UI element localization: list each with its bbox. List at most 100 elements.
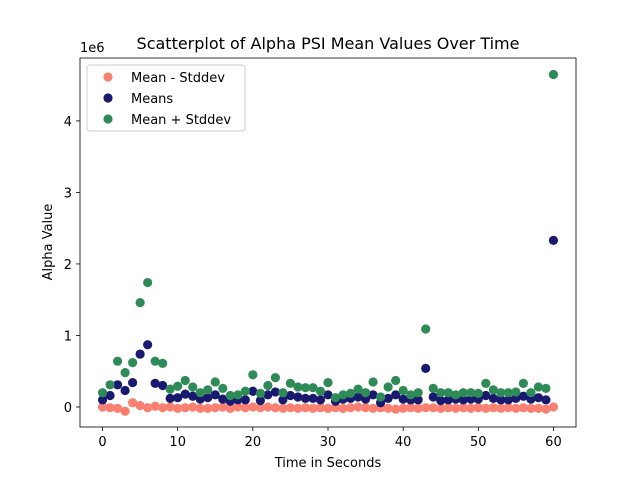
scatter-point	[436, 395, 446, 406]
scatter-point	[195, 388, 205, 398]
scatter-point	[488, 393, 498, 403]
series-0	[97, 398, 559, 416]
legend-box	[86, 64, 246, 132]
scatter-point	[255, 388, 265, 398]
scatter-point	[428, 403, 438, 413]
scatter-point	[248, 402, 258, 412]
scatter-point	[158, 380, 168, 391]
scatter-point	[112, 356, 123, 366]
scatter-point	[451, 390, 461, 400]
scatter-point	[368, 377, 378, 387]
x-axis-label: Time in Seconds	[274, 456, 382, 471]
scatter-point	[458, 388, 468, 398]
y-tick-label: 4	[64, 115, 72, 130]
scatter-point	[428, 383, 438, 393]
scatter-point	[533, 382, 544, 392]
scatter-point	[488, 385, 498, 395]
scatter-point	[173, 381, 183, 391]
scatter-point	[293, 392, 303, 402]
scatter-point	[300, 393, 311, 403]
scatter-point	[496, 395, 506, 405]
scatter-point	[368, 390, 378, 400]
scatter-point	[421, 363, 431, 373]
scatter-point	[173, 393, 183, 403]
scatter-point	[143, 277, 153, 288]
scatter-point	[315, 386, 326, 396]
scatter-point	[143, 340, 153, 350]
scatter-point	[526, 388, 536, 398]
scatter-point	[353, 392, 363, 402]
scatter-point	[255, 395, 265, 406]
legend-marker	[103, 114, 113, 124]
y-axis-offset-label: 1e6	[80, 41, 105, 56]
scatter-point	[466, 394, 476, 404]
scatter-point	[248, 386, 258, 396]
scatter-point	[421, 403, 431, 413]
scatter-point	[330, 393, 341, 403]
legend-marker	[103, 93, 113, 103]
scatter-point	[533, 393, 544, 403]
scatter-point	[338, 403, 348, 414]
scatter-point	[548, 402, 559, 412]
scatter-point	[391, 390, 401, 400]
scatter-point	[105, 403, 115, 413]
scatter-point	[225, 390, 235, 401]
scatter-point	[345, 403, 356, 413]
scatter-point	[203, 385, 213, 395]
scatter-point	[353, 384, 363, 394]
x-tick-label: 40	[395, 435, 412, 450]
scatter-point	[518, 403, 528, 413]
scatter-point	[488, 403, 498, 413]
y-axis-label: Alpha Value	[41, 204, 56, 281]
scatter-point	[105, 390, 115, 401]
scatter-point	[203, 393, 213, 403]
scatter-point	[143, 403, 153, 413]
scatter-point	[548, 69, 559, 80]
scatter-point	[458, 403, 468, 413]
x-tick-label: 10	[169, 435, 186, 450]
x-tick-label: 60	[545, 435, 562, 450]
legend: Mean - Stddev Means Mean + Stddev	[86, 64, 246, 132]
scatter-point	[413, 403, 423, 414]
scatter-point	[128, 378, 138, 388]
legend-label: Mean - Stddev	[131, 71, 225, 86]
scatter-point	[203, 403, 213, 414]
scatter-point	[255, 403, 265, 413]
scatter-point	[210, 403, 220, 413]
scatter-point	[376, 392, 386, 402]
scatter-point	[323, 378, 333, 388]
scatter-point	[315, 395, 326, 405]
scatter-point	[233, 402, 243, 412]
scatter-point	[406, 403, 416, 413]
scatter-point	[443, 403, 453, 413]
legend-item: Means	[103, 92, 173, 107]
scatter-point	[308, 403, 318, 414]
scatter-point	[218, 394, 228, 404]
scatter-point	[97, 388, 108, 398]
scatter-point	[518, 378, 528, 388]
x-axis-ticks: 0 10 20 30 40 50 60	[98, 427, 562, 450]
scatter-point	[120, 368, 130, 378]
scatter-point	[218, 402, 228, 412]
series-1	[97, 235, 559, 408]
scatter-point	[391, 375, 401, 386]
legend-marker	[103, 72, 113, 82]
scatter-point	[481, 378, 491, 388]
scatter-point	[398, 394, 408, 404]
scatter-point	[330, 403, 341, 413]
scatter-point	[240, 403, 250, 413]
scatter-point	[285, 403, 296, 413]
scatter-point	[345, 388, 356, 398]
scatter-point	[150, 401, 160, 411]
scatter-point	[120, 385, 130, 396]
scatter-point	[436, 388, 446, 398]
scatter-point	[421, 324, 431, 334]
scatter-point	[240, 386, 250, 396]
scatter-point	[436, 403, 446, 414]
x-tick-label: 30	[320, 435, 337, 450]
scatter-point	[443, 388, 453, 398]
scatter-point	[150, 356, 160, 366]
legend-item: Mean + Stddev	[103, 113, 231, 128]
scatter-point	[541, 383, 551, 393]
